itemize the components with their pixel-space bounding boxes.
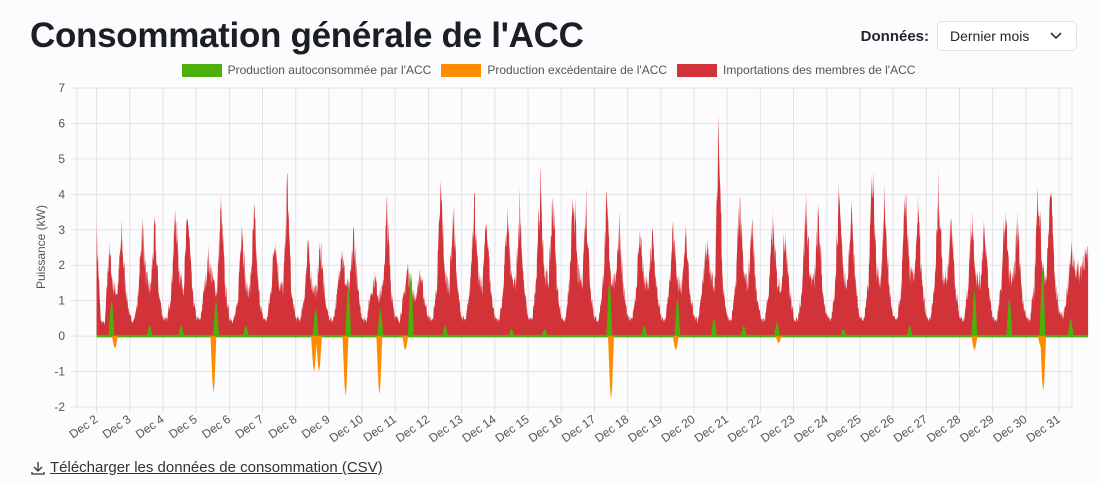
self-consumed-spike — [710, 318, 717, 337]
y-tick-label: 0 — [58, 329, 65, 343]
imports-area — [96, 115, 1089, 337]
surplus-spike — [376, 336, 383, 395]
surplus-spike — [672, 336, 679, 351]
self-consumed-spike — [312, 307, 319, 337]
x-tick-label: Dec 23 — [758, 412, 797, 445]
y-tick-label: -1 — [54, 365, 65, 379]
self-consumed-spike — [407, 272, 414, 337]
x-tick-label: Dec 3 — [100, 412, 134, 442]
period-select-value: Dernier mois — [950, 28, 1030, 44]
x-tick-label: Dec 21 — [692, 412, 731, 445]
y-tick-label: 3 — [58, 223, 65, 237]
x-tick-label: Dec 11 — [361, 412, 400, 445]
page-title: Consommation générale de l'ACC — [30, 16, 584, 55]
self-consumed-spike — [345, 286, 352, 337]
surplus-spike — [1040, 336, 1047, 392]
legend-item-self-consumed[interactable]: Production autoconsommée par l'ACC — [181, 63, 432, 77]
x-tick-label: Dec 4 — [133, 412, 167, 442]
self-consumed-spike — [840, 329, 847, 337]
y-axis-label: Puissance (kW) — [34, 205, 48, 289]
self-consumed-spike — [674, 297, 681, 337]
y-tick-label: 2 — [58, 258, 65, 272]
self-consumed-spike — [146, 325, 153, 337]
surplus-spike — [310, 336, 317, 372]
period-select[interactable]: Dernier mois — [937, 21, 1077, 51]
self-consumed-spike — [773, 321, 780, 337]
self-consumed-spike — [242, 325, 249, 337]
self-consumed-spike — [971, 290, 978, 337]
x-tick-label: Dec 19 — [625, 412, 664, 445]
y-tick-label: 6 — [58, 116, 65, 130]
x-tick-label: Dec 14 — [459, 412, 498, 445]
y-tick-label: 4 — [58, 187, 65, 201]
self-consumed-spike — [178, 325, 185, 337]
self-consumed-spike — [906, 325, 913, 337]
x-tick-label: Dec 22 — [725, 412, 764, 445]
x-tick-label: Dec 24 — [791, 412, 830, 445]
legend-item-surplus[interactable]: Production excédentaire de l'ACC — [441, 63, 667, 77]
data-selector: Données: Dernier mois — [861, 21, 1077, 51]
x-tick-label: Dec 20 — [659, 412, 698, 445]
self-consumed-spike — [641, 325, 648, 337]
x-tick-label: Dec 28 — [924, 412, 963, 445]
y-tick-label: 1 — [58, 294, 65, 308]
x-tick-label: Dec 16 — [526, 412, 565, 445]
x-tick-label: Dec 31 — [1024, 412, 1063, 445]
surplus-spike — [608, 336, 614, 400]
y-tick-label: -2 — [54, 400, 65, 414]
chevron-down-icon — [1050, 32, 1062, 40]
self-consumed-spike — [377, 307, 384, 337]
surplus-spike — [402, 336, 409, 351]
surplus-spike — [111, 336, 118, 349]
x-tick-label: Dec 25 — [824, 412, 863, 445]
self-consumed-spike — [108, 300, 115, 337]
x-tick-label: Dec 12 — [393, 412, 432, 445]
legend-item-imports[interactable]: Importations des membres de l'ACC — [677, 63, 915, 77]
x-tick-label: Dec 27 — [891, 412, 930, 445]
x-tick-label: Dec 6 — [199, 412, 233, 442]
legend-label: Production excédentaire de l'ACC — [487, 63, 668, 77]
self-consumed-spike — [541, 329, 548, 337]
self-consumed-spike — [442, 325, 449, 337]
self-consumed-spike — [1006, 297, 1013, 337]
download-csv-link[interactable]: Télécharger les données de consommation … — [30, 459, 383, 476]
download-icon — [31, 461, 45, 475]
surplus-spike — [315, 336, 322, 372]
surplus-spike — [971, 336, 978, 351]
x-tick-label: Dec 13 — [426, 412, 465, 445]
x-tick-label: Dec 30 — [990, 412, 1029, 445]
x-tick-label: Dec 15 — [493, 412, 532, 445]
legend-swatch-green — [181, 63, 222, 77]
x-tick-label: Dec 2 — [67, 412, 101, 442]
legend-swatch-orange — [441, 63, 482, 77]
x-tick-label: Dec 17 — [559, 412, 598, 445]
y-tick-label: 5 — [58, 152, 65, 166]
x-tick-label: Dec 5 — [166, 412, 200, 442]
self-consumed-spike — [1067, 318, 1074, 337]
legend-label: Importations des membres de l'ACC — [723, 63, 916, 77]
legend-swatch-red — [677, 63, 718, 77]
x-tick-label: Dec 8 — [266, 412, 300, 442]
x-tick-label: Dec 29 — [957, 412, 996, 445]
x-tick-label: Dec 26 — [858, 412, 897, 445]
legend-label: Production autoconsommée par l'ACC — [227, 63, 432, 77]
surplus-spike — [775, 336, 782, 344]
x-tick-label: Dec 18 — [592, 412, 631, 445]
x-tick-label: Dec 7 — [233, 412, 267, 442]
chart-legend: Production autoconsommée par l'ACC Produ… — [0, 63, 1099, 77]
self-consumed-spike — [606, 279, 613, 337]
download-csv-label: Télécharger les données de consommation … — [50, 459, 383, 476]
self-consumed-spike — [740, 325, 747, 337]
self-consumed-spike — [1039, 268, 1046, 337]
y-tick-label: 7 — [58, 81, 65, 95]
data-selector-label: Données: — [860, 27, 929, 45]
self-consumed-spike — [508, 329, 515, 337]
surplus-spike — [210, 336, 217, 393]
surplus-spike — [342, 336, 349, 397]
x-tick-label: Dec 10 — [327, 412, 366, 445]
self-consumed-spike — [213, 300, 220, 337]
